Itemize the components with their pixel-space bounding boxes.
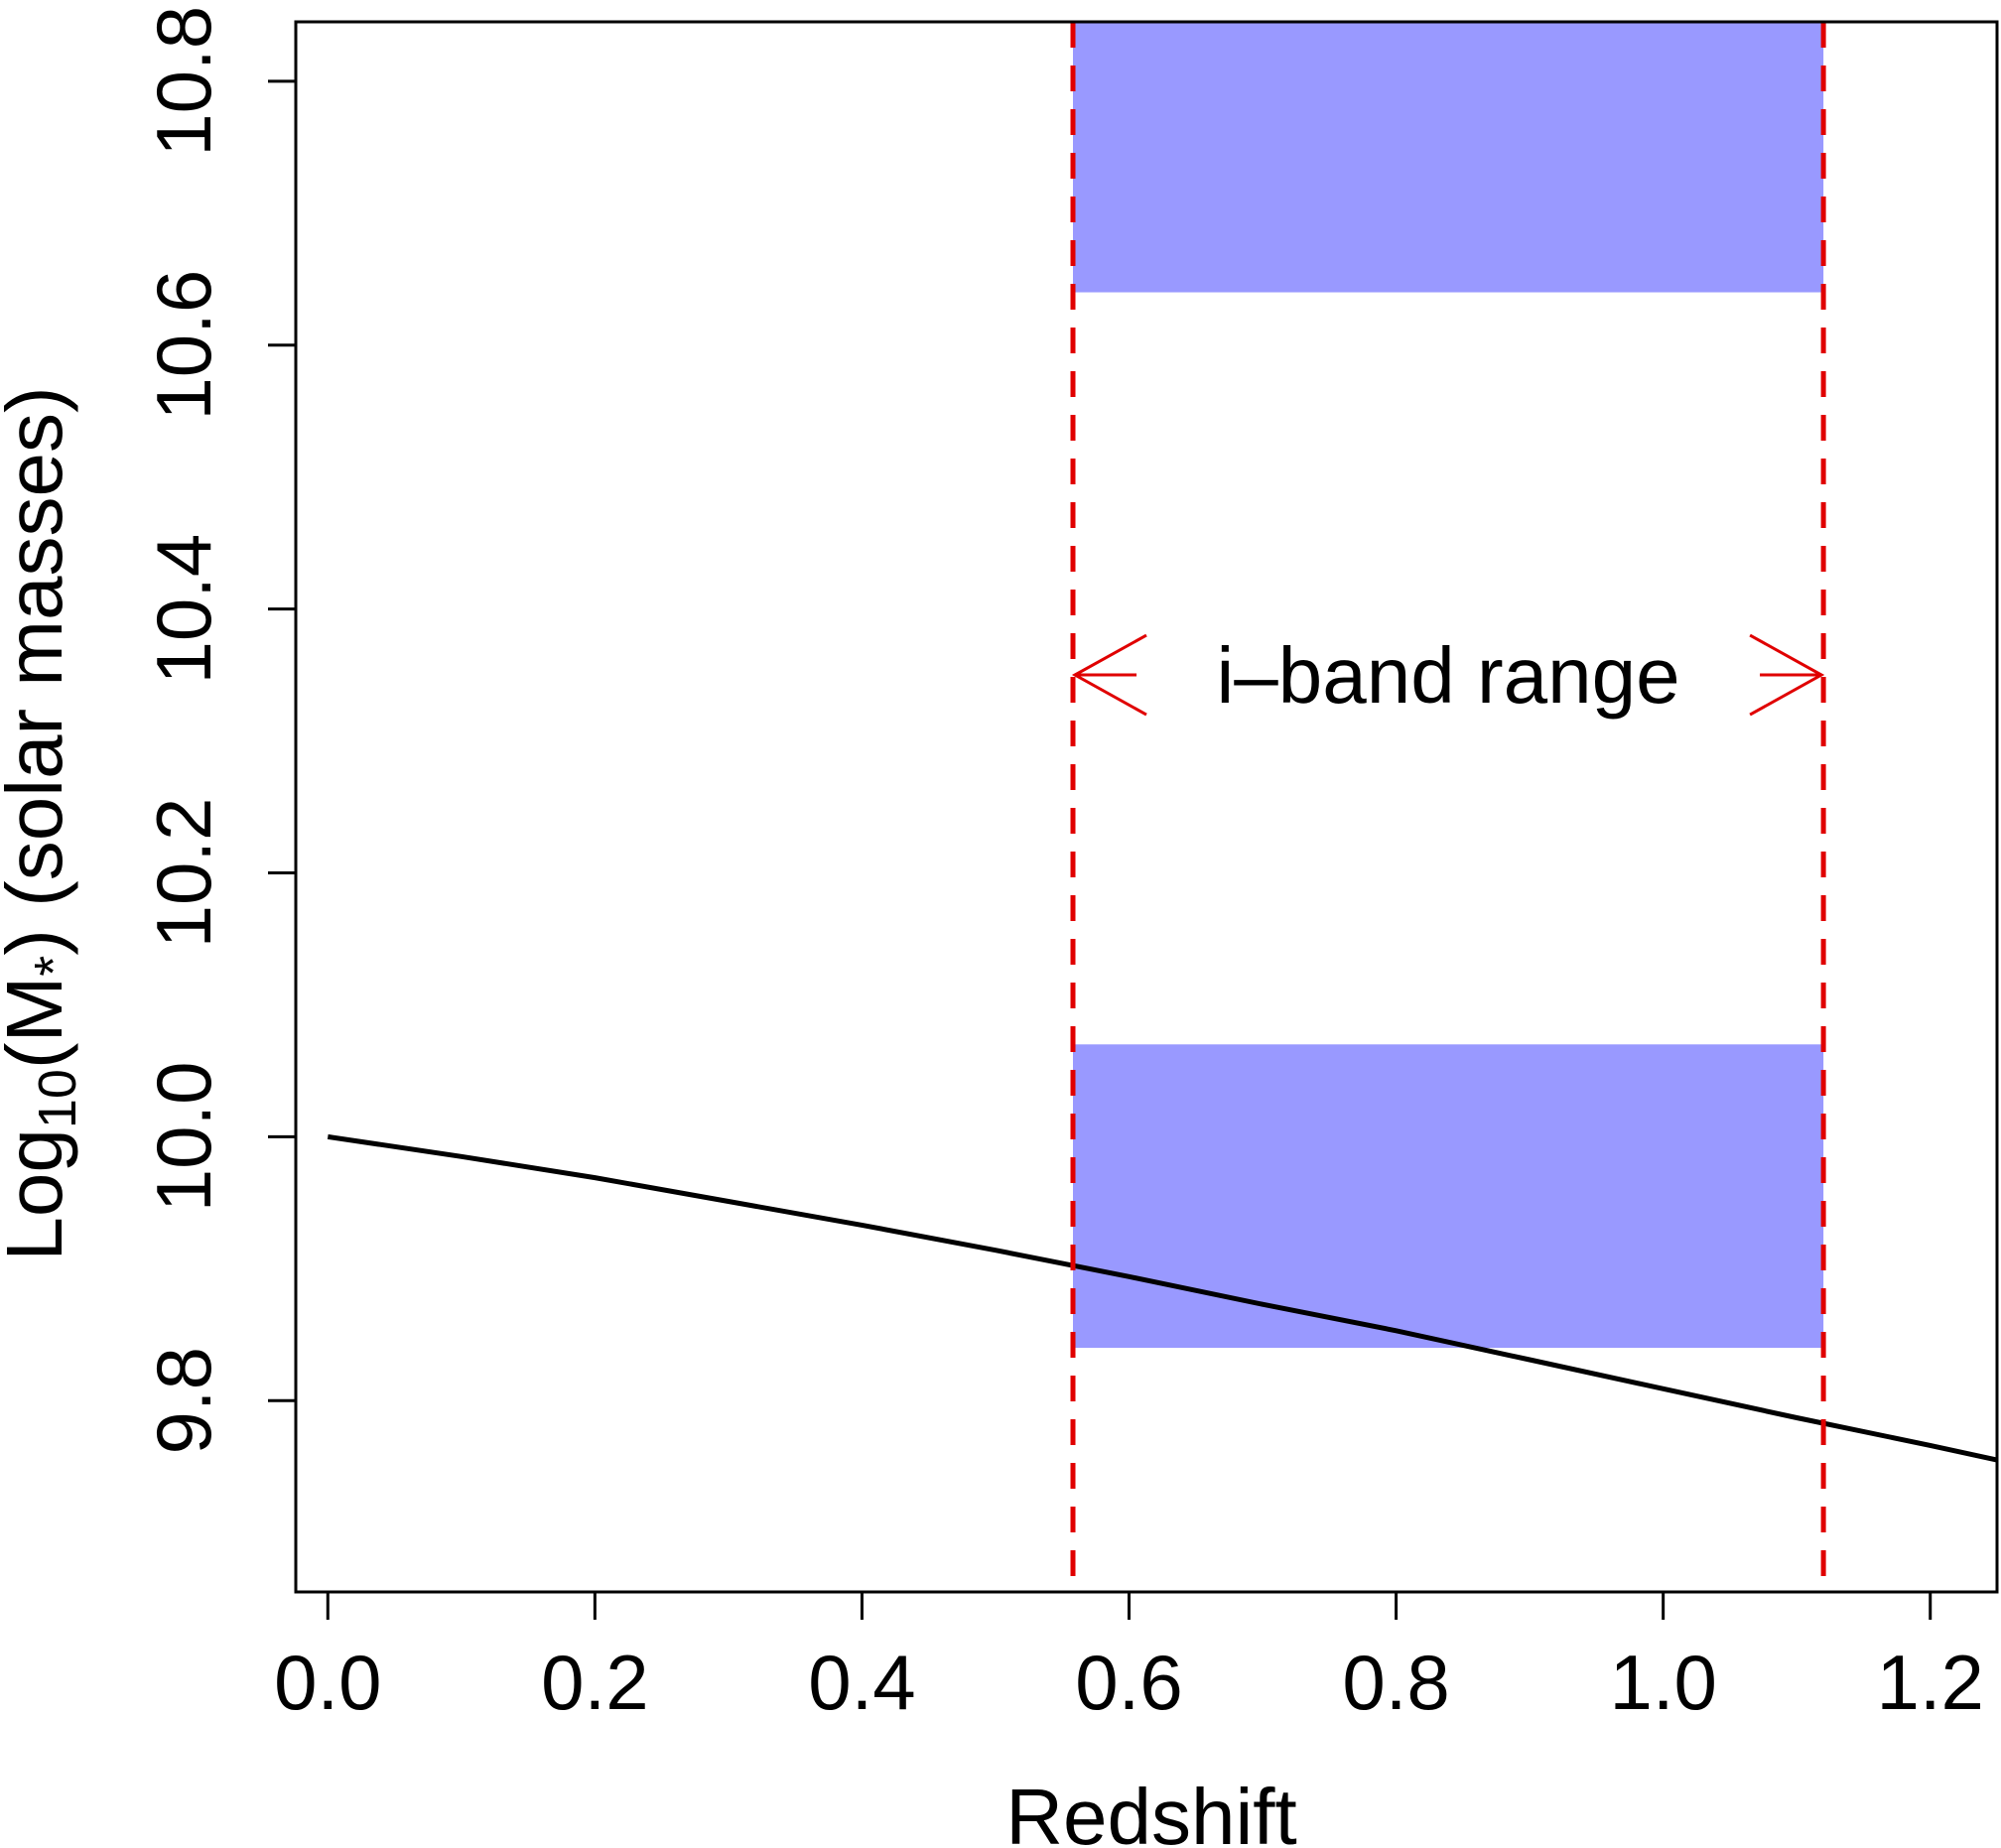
y-tick-label: 10.8 [140, 6, 227, 157]
y-tick-label: 10.2 [140, 798, 227, 949]
annotation-text: i–band range [1217, 631, 1680, 720]
y-axis-title-rest: ) (solar masses) [0, 386, 78, 955]
x-tick-label: 0.0 [274, 1639, 381, 1726]
x-tick-label: 1.0 [1609, 1639, 1716, 1726]
y-axis-title-prefix: Log [0, 1128, 78, 1260]
arrow-right-head [1749, 633, 1825, 717]
y-axis-title-sub: 10 [28, 1069, 87, 1128]
y-axis: 9.8 10.0 10.2 10.4 10.6 10.8 [140, 6, 296, 1454]
plot-frame [294, 20, 1999, 1594]
x-tick-label: 0.6 [1075, 1639, 1182, 1726]
shaded-region-1 [1073, 22, 1824, 293]
y-tick-label: 10.6 [140, 270, 227, 421]
y-tick-label: 9.8 [140, 1347, 227, 1454]
y-tick-label: 10.4 [140, 534, 227, 685]
y-axis-title-star: * [24, 956, 83, 977]
x-tick-label: 0.2 [541, 1639, 648, 1726]
shaded-region-2 [1073, 1044, 1824, 1349]
x-axis: 0.0 0.2 0.4 0.6 0.8 1.0 1.2 [274, 1592, 1984, 1726]
x-tick-label: 0.4 [808, 1639, 915, 1726]
x-tick-label: 1.2 [1877, 1639, 1984, 1726]
y-axis-title-open: (M [0, 977, 78, 1069]
x-axis-title: Redshift [1005, 1773, 1296, 1848]
arrow-left-head [1071, 633, 1147, 717]
y-axis-title: Log10(M*) (solar masses) [0, 386, 87, 1260]
y-tick-label: 10.0 [140, 1061, 227, 1212]
series-layer [327, 1133, 1998, 1463]
annotation-layer: i–band range [1071, 631, 1825, 720]
shaded-regions [1073, 22, 1824, 1349]
x-tick-label: 0.8 [1342, 1639, 1449, 1726]
series-line-1 [327, 1133, 1998, 1463]
